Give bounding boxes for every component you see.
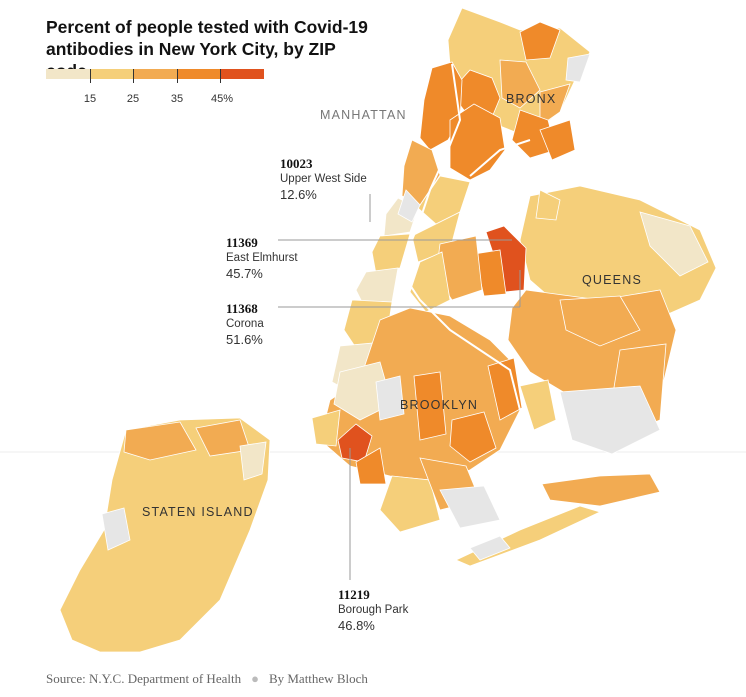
callout-zip: 11369 bbox=[226, 235, 258, 250]
boundary-line bbox=[469, 139, 531, 177]
legend-tick-35 bbox=[177, 69, 178, 83]
zip-area bbox=[449, 103, 506, 181]
legend-swatch-3 bbox=[133, 69, 177, 79]
queens-region bbox=[409, 185, 717, 567]
boundary-line bbox=[398, 63, 521, 411]
callout-zip: 11219 bbox=[338, 587, 370, 602]
separator-dot: ● bbox=[251, 671, 259, 686]
zip-area bbox=[639, 211, 709, 277]
legend-label-25: 25 bbox=[126, 93, 140, 105]
zip-area bbox=[565, 53, 591, 83]
zip-area bbox=[539, 119, 576, 161]
zip-area bbox=[469, 535, 511, 561]
zip-area bbox=[413, 371, 447, 441]
zip-area bbox=[59, 417, 271, 653]
label-manhattan: MANHATTAN bbox=[320, 108, 407, 122]
callout-pct: 51.6% bbox=[226, 332, 263, 347]
zip-area bbox=[333, 361, 393, 421]
source-line: Source: N.Y.C. Department of Health ● By M… bbox=[46, 671, 368, 687]
callout-pct: 12.6% bbox=[280, 187, 317, 202]
legend-label-35: 35 bbox=[170, 93, 184, 105]
zip-area bbox=[535, 189, 561, 221]
legend-swatch-2 bbox=[89, 69, 134, 79]
zip-area bbox=[101, 507, 131, 551]
callout-name: Borough Park bbox=[338, 604, 409, 616]
zip-area bbox=[487, 357, 523, 421]
zip-area bbox=[375, 375, 405, 421]
staten-island-region bbox=[59, 417, 271, 653]
zip-area bbox=[337, 423, 373, 463]
callout-11368: 11368 Corona 51.6% bbox=[226, 300, 264, 348]
label-queens: QUEENS bbox=[582, 273, 642, 287]
legend-bar bbox=[46, 69, 264, 79]
callout-10023: 10023 Upper West Side 12.6% bbox=[280, 155, 367, 203]
zip-area bbox=[379, 475, 441, 533]
color-legend: 15 25 35 45% bbox=[46, 69, 264, 109]
legend-label-15: 15 bbox=[83, 93, 97, 105]
zip-area bbox=[449, 411, 497, 463]
callout-name: Upper West Side bbox=[280, 173, 367, 185]
zip-area bbox=[539, 83, 571, 127]
zip-area bbox=[541, 473, 661, 507]
callout-pct: 46.8% bbox=[338, 618, 375, 633]
zip-area bbox=[559, 385, 661, 455]
legend-swatch-1 bbox=[46, 69, 90, 79]
callout-11369: 11369 East Elmhurst 45.7% bbox=[226, 234, 298, 282]
callout-leaders bbox=[278, 194, 521, 580]
zip-area bbox=[559, 295, 641, 347]
zip-area bbox=[519, 379, 557, 431]
source-text: Source: N.Y.C. Department of Health bbox=[46, 671, 242, 686]
bronx-region bbox=[447, 7, 591, 161]
zip-area bbox=[397, 189, 421, 223]
callout-zip: 10023 bbox=[280, 156, 313, 171]
zip-area bbox=[239, 441, 267, 481]
legend-tick-45 bbox=[220, 69, 221, 83]
zip-area bbox=[511, 109, 557, 159]
zip-area bbox=[123, 421, 197, 461]
brooklyn-region bbox=[311, 307, 557, 533]
callout-name: East Elmhurst bbox=[226, 252, 298, 264]
borough-boundaries bbox=[398, 63, 531, 411]
callout-zip: 11368 bbox=[226, 301, 258, 316]
legend-swatch-5 bbox=[220, 69, 264, 79]
legend-label-45: 45% bbox=[210, 93, 234, 105]
legend-tick-25 bbox=[133, 69, 134, 83]
manhattan-region bbox=[331, 61, 506, 393]
zip-area bbox=[499, 59, 541, 109]
legend-swatch-4 bbox=[176, 69, 221, 79]
label-bronx: BRONX bbox=[506, 92, 557, 106]
title-line-1: Percent of people tested with Covid-19 bbox=[46, 17, 368, 37]
byline-text: By Matthew Bloch bbox=[268, 671, 368, 686]
zip-area bbox=[311, 409, 341, 447]
callout-name: Corona bbox=[226, 318, 264, 330]
zip-area bbox=[355, 447, 387, 485]
zip-area bbox=[439, 485, 501, 529]
label-staten-island: STATEN ISLAND bbox=[142, 505, 254, 519]
zip-area bbox=[519, 21, 561, 61]
label-brooklyn: BROOKLYN bbox=[400, 398, 479, 412]
legend-tick-15 bbox=[90, 69, 91, 83]
callout-pct: 45.7% bbox=[226, 266, 263, 281]
callout-11219: 11219 Borough Park 46.8% bbox=[338, 586, 408, 634]
